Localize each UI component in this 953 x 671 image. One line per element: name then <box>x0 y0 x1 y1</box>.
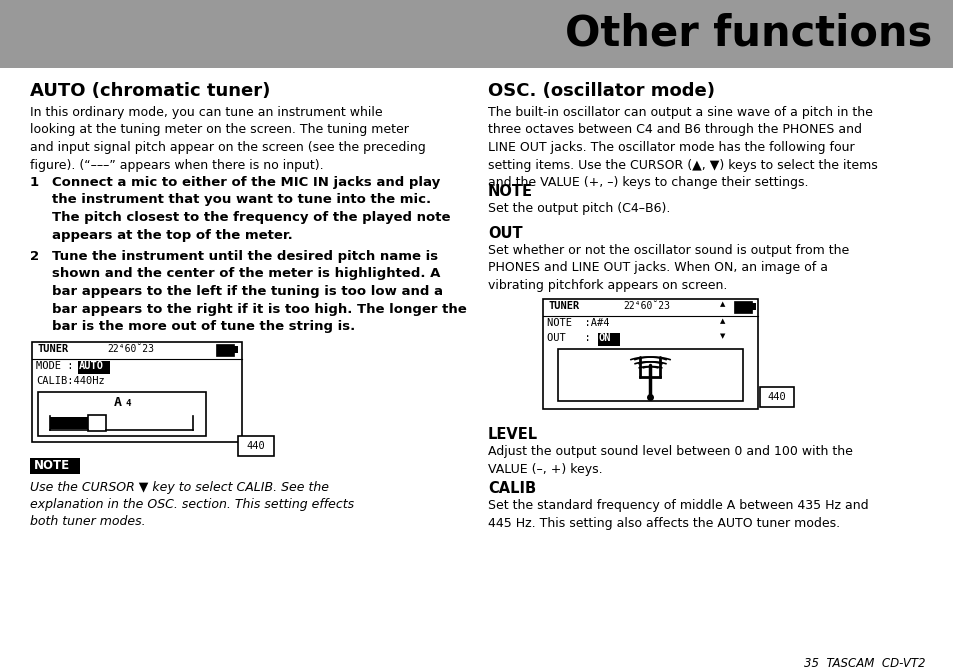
Bar <box>30 458 80 474</box>
Bar <box>542 299 758 409</box>
Bar <box>733 301 751 313</box>
Text: Connect a mic to either of the MIC IN jacks and play
the instrument that you wan: Connect a mic to either of the MIC IN ja… <box>52 176 450 242</box>
Text: Other functions: Other functions <box>564 13 931 55</box>
Text: AUTO: AUTO <box>79 361 104 371</box>
Bar <box>558 349 742 401</box>
Text: Set whether or not the oscillator sound is output from the
PHONES and LINE OUT j: Set whether or not the oscillator sound … <box>488 244 848 292</box>
Text: 4: 4 <box>125 399 131 408</box>
Bar <box>215 344 233 356</box>
Text: Set the output pitch (C4–B6).: Set the output pitch (C4–B6). <box>488 202 670 215</box>
Text: Tune the instrument until the desired pitch name is
shown and the center of the : Tune the instrument until the desired pi… <box>52 250 466 333</box>
Text: TUNER: TUNER <box>548 301 579 311</box>
Text: In this ordinary mode, you can tune an instrument while
looking at the tuning me: In this ordinary mode, you can tune an i… <box>30 106 425 172</box>
Text: ON: ON <box>598 333 611 343</box>
Text: OUT   :: OUT : <box>546 333 590 343</box>
Text: 22⁴60˘23: 22⁴60˘23 <box>107 344 153 354</box>
Text: 440: 440 <box>767 392 785 402</box>
Text: NOTE: NOTE <box>34 459 71 472</box>
Text: A: A <box>113 396 122 409</box>
Text: OSC. (oscillator mode): OSC. (oscillator mode) <box>488 82 714 100</box>
Bar <box>233 346 237 353</box>
Text: MODE :: MODE : <box>36 361 73 371</box>
Text: CALIB: CALIB <box>488 481 536 496</box>
Text: AUTO (chromatic tuner): AUTO (chromatic tuner) <box>30 82 270 100</box>
Text: NOTE  :A#4: NOTE :A#4 <box>546 318 609 328</box>
Text: Use the CURSOR ▼ key to select CALIB. See the
explanation in the OSC. section. T: Use the CURSOR ▼ key to select CALIB. Se… <box>30 481 354 528</box>
Text: OUT: OUT <box>488 226 522 241</box>
Text: 2: 2 <box>30 250 39 263</box>
Text: Set the standard frequency of middle A between 435 Hz and
445 Hz. This setting a: Set the standard frequency of middle A b… <box>488 499 868 529</box>
Text: 440: 440 <box>247 441 265 451</box>
Bar <box>78 361 110 374</box>
Bar <box>0 0 953 68</box>
Bar <box>32 342 242 442</box>
Text: Adjust the output sound level between 0 and 100 with the
VALUE (–, +) keys.: Adjust the output sound level between 0 … <box>488 445 852 476</box>
Bar <box>760 387 793 407</box>
Bar <box>50 417 88 429</box>
Bar <box>38 392 206 436</box>
Text: ▼: ▼ <box>720 333 724 339</box>
Text: 1: 1 <box>30 176 39 189</box>
Bar <box>237 436 274 456</box>
Text: CALIB:440Hz: CALIB:440Hz <box>36 376 105 386</box>
Bar <box>751 303 755 310</box>
Bar <box>88 415 106 431</box>
Text: TUNER: TUNER <box>38 344 70 354</box>
Text: The built-in oscillator can output a sine wave of a pitch in the
three octaves b: The built-in oscillator can output a sin… <box>488 106 877 189</box>
Text: ▲: ▲ <box>720 318 724 324</box>
Text: 22⁴60˘23: 22⁴60˘23 <box>622 301 669 311</box>
Text: LEVEL: LEVEL <box>488 427 537 442</box>
Text: 35  TASCAM  CD-VT2: 35 TASCAM CD-VT2 <box>803 657 925 670</box>
Text: ▲: ▲ <box>720 301 724 307</box>
Bar <box>598 333 619 346</box>
Text: NOTE: NOTE <box>488 184 533 199</box>
